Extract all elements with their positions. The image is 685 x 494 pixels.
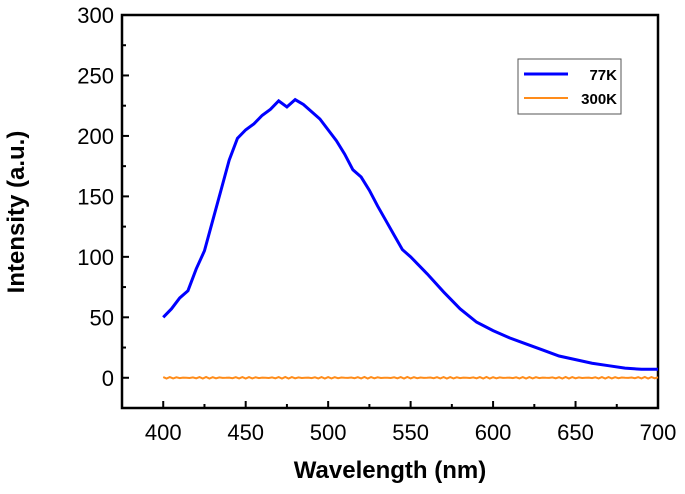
legend: 77K 300K	[517, 58, 622, 115]
y-tick-label: 250	[77, 63, 114, 88]
x-tick-label: 650	[557, 420, 594, 445]
legend-label: 300K	[581, 91, 617, 108]
plot-frame	[120, 13, 660, 410]
x-tick-label: 550	[392, 420, 429, 445]
series-line-77K	[162, 97, 658, 371]
x-tick-label: 700	[640, 420, 677, 445]
y-tick-label: 300	[77, 3, 114, 28]
y-tick-label: 150	[77, 184, 114, 209]
y-tick-label: 50	[90, 305, 114, 330]
y-tick-label: 200	[77, 124, 114, 149]
x-axis-label: Wavelength (nm)	[294, 457, 486, 484]
y-tick-label: 100	[77, 245, 114, 270]
legend-label: 77K	[589, 67, 617, 84]
y-axis-label: Intensity (a.u.)	[3, 131, 30, 294]
legend-box	[517, 58, 622, 115]
series-line-300K	[162, 375, 659, 380]
x-tick-label: 450	[227, 420, 264, 445]
x-tick-label: 400	[145, 420, 182, 445]
y-tick-label: 0	[102, 366, 114, 391]
x-tick-label: 600	[475, 420, 512, 445]
x-tick-label: 500	[310, 420, 347, 445]
